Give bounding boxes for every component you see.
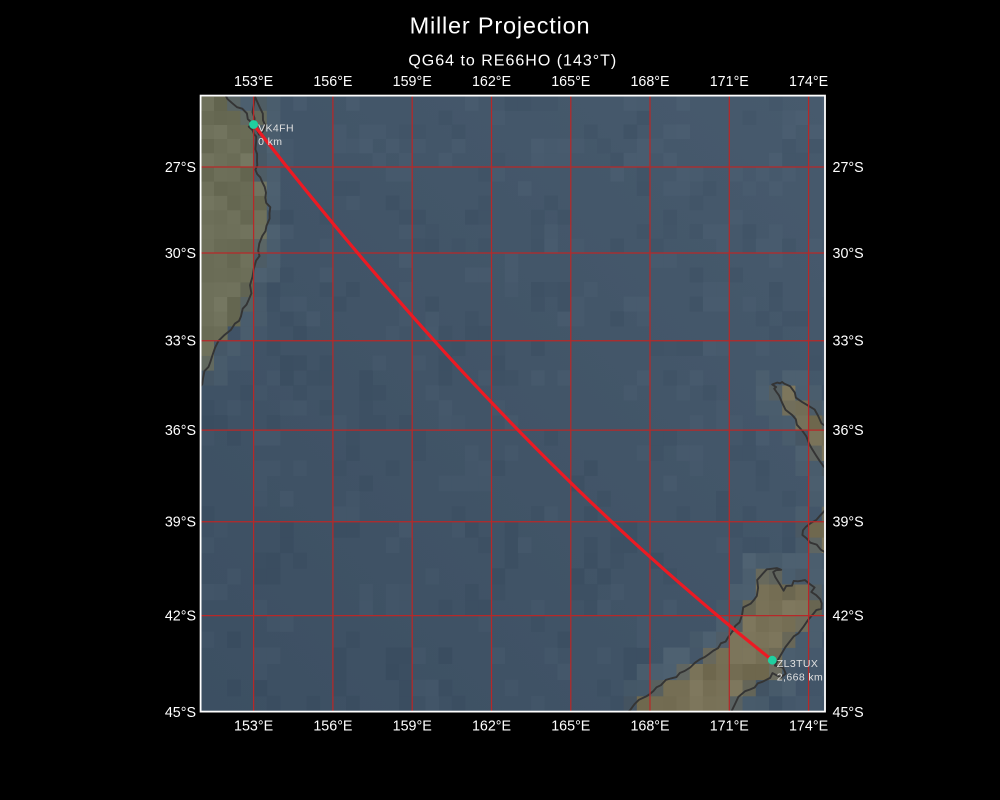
svg-text:33°S: 33°S <box>165 334 196 350</box>
svg-text:30°S: 30°S <box>165 246 196 262</box>
svg-text:2,668 km: 2,668 km <box>777 672 823 684</box>
svg-text:30°S: 30°S <box>833 246 864 262</box>
svg-text:165°E: 165°E <box>551 719 590 735</box>
svg-text:27°S: 27°S <box>165 160 196 176</box>
svg-text:ZL3TUX: ZL3TUX <box>777 658 819 670</box>
svg-text:QG64 to RE66HO (143°T): QG64 to RE66HO (143°T) <box>408 53 617 70</box>
svg-text:Miller Projection: Miller Projection <box>410 13 591 39</box>
svg-text:27°S: 27°S <box>833 160 864 176</box>
svg-text:165°E: 165°E <box>551 74 590 90</box>
svg-text:162°E: 162°E <box>472 719 511 735</box>
svg-text:39°S: 39°S <box>833 515 864 531</box>
svg-text:153°E: 153°E <box>234 74 273 90</box>
svg-text:36°S: 36°S <box>833 423 864 439</box>
svg-text:VK4FH: VK4FH <box>258 123 294 135</box>
svg-text:156°E: 156°E <box>313 74 352 90</box>
svg-text:39°S: 39°S <box>165 515 196 531</box>
svg-text:36°S: 36°S <box>165 423 196 439</box>
svg-text:45°S: 45°S <box>833 705 864 721</box>
svg-text:174°E: 174°E <box>789 74 828 90</box>
svg-text:174°E: 174°E <box>789 719 828 735</box>
svg-text:168°E: 168°E <box>630 719 669 735</box>
svg-text:171°E: 171°E <box>710 74 749 90</box>
svg-text:42°S: 42°S <box>833 608 864 624</box>
svg-text:153°E: 153°E <box>234 719 273 735</box>
svg-text:156°E: 156°E <box>313 719 352 735</box>
svg-text:0 km: 0 km <box>258 136 282 148</box>
svg-text:159°E: 159°E <box>393 74 432 90</box>
svg-text:168°E: 168°E <box>630 74 669 90</box>
svg-text:45°S: 45°S <box>165 705 196 721</box>
svg-text:42°S: 42°S <box>165 608 196 624</box>
svg-text:159°E: 159°E <box>393 719 432 735</box>
svg-text:162°E: 162°E <box>472 74 511 90</box>
svg-text:171°E: 171°E <box>710 719 749 735</box>
svg-text:33°S: 33°S <box>833 334 864 350</box>
